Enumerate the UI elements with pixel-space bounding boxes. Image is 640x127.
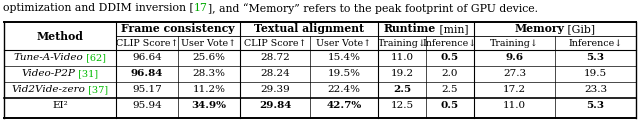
Text: 2.5: 2.5	[442, 85, 458, 94]
Text: 5.3: 5.3	[586, 53, 605, 62]
Text: 95.94: 95.94	[132, 101, 162, 110]
Text: Training↓: Training↓	[490, 38, 539, 47]
Text: 19.5: 19.5	[584, 69, 607, 78]
Text: User Vote↑: User Vote↑	[181, 38, 237, 47]
Text: 17: 17	[194, 3, 207, 13]
Text: 25.6%: 25.6%	[193, 53, 225, 62]
Text: 19.2: 19.2	[390, 69, 413, 78]
Text: Runtime: Runtime	[383, 23, 436, 35]
Text: 34.9%: 34.9%	[191, 101, 227, 110]
Text: 22.4%: 22.4%	[328, 85, 360, 94]
Text: 27.3: 27.3	[503, 69, 526, 78]
Text: 29.39: 29.39	[260, 85, 290, 94]
Text: CLIP Score↑: CLIP Score↑	[116, 38, 179, 47]
Text: Inference↓: Inference↓	[423, 38, 477, 47]
Text: 28.72: 28.72	[260, 53, 290, 62]
Text: Video-P2P: Video-P2P	[22, 69, 76, 78]
Text: optimization and DDIM inversion [: optimization and DDIM inversion [	[3, 3, 194, 13]
Text: 9.6: 9.6	[506, 53, 524, 62]
Text: 96.64: 96.64	[132, 53, 162, 62]
Text: Tune-A-Video: Tune-A-Video	[13, 53, 83, 62]
Text: 11.0: 11.0	[503, 101, 526, 110]
Text: [31]: [31]	[76, 69, 99, 78]
Text: 19.5%: 19.5%	[328, 69, 360, 78]
Text: ], and “Memory” refers to the peak footprint of GPU device.: ], and “Memory” refers to the peak footp…	[207, 3, 538, 14]
Text: Method: Method	[36, 30, 83, 42]
Text: 11.0: 11.0	[390, 53, 413, 62]
Text: 0.5: 0.5	[441, 101, 459, 110]
Text: CLIP Score↑: CLIP Score↑	[244, 38, 307, 47]
Text: 28.24: 28.24	[260, 69, 290, 78]
Text: 28.3%: 28.3%	[193, 69, 225, 78]
Text: 2.5: 2.5	[393, 85, 411, 94]
Text: 2.0: 2.0	[442, 69, 458, 78]
Text: 0.5: 0.5	[441, 53, 459, 62]
Text: 23.3: 23.3	[584, 85, 607, 94]
Text: 12.5: 12.5	[390, 101, 413, 110]
Text: User Vote↑: User Vote↑	[316, 38, 372, 47]
Text: [62]: [62]	[83, 53, 106, 62]
Text: [37]: [37]	[85, 85, 109, 94]
Text: 11.2%: 11.2%	[193, 85, 225, 94]
Text: [Gib]: [Gib]	[564, 24, 595, 34]
Text: Frame consistency: Frame consistency	[121, 23, 235, 35]
Text: 42.7%: 42.7%	[326, 101, 362, 110]
Text: Inference↓: Inference↓	[568, 38, 623, 47]
Text: 5.3: 5.3	[586, 101, 605, 110]
Text: 15.4%: 15.4%	[328, 53, 360, 62]
Text: 17.2: 17.2	[503, 85, 526, 94]
Text: Memory: Memory	[515, 23, 564, 35]
Text: 95.17: 95.17	[132, 85, 162, 94]
Text: 29.84: 29.84	[259, 101, 291, 110]
Text: Training↓: Training↓	[378, 38, 426, 47]
Text: Vid2Vide-zero: Vid2Vide-zero	[12, 85, 85, 94]
Text: EI²: EI²	[52, 101, 68, 110]
Text: Textual alignment: Textual alignment	[254, 23, 364, 35]
Text: 96.84: 96.84	[131, 69, 163, 78]
Text: [min]: [min]	[436, 24, 468, 34]
